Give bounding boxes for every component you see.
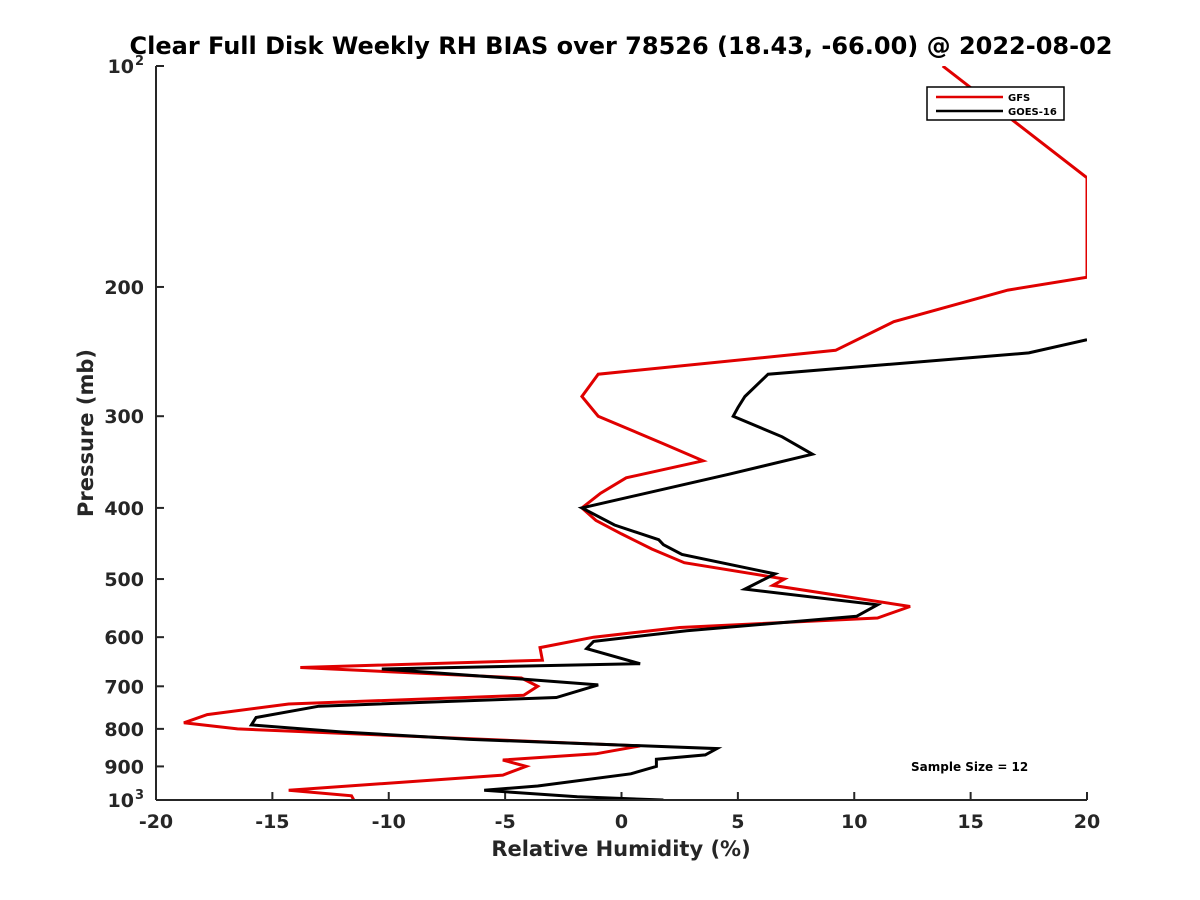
x-tick-label: -20	[139, 811, 173, 833]
x-tick-label: 15	[957, 811, 983, 833]
y-tick-label-base: 900	[104, 756, 144, 778]
y-tick-label-base: 10	[108, 56, 134, 78]
sample-size-annotation: Sample Size = 12	[911, 760, 1028, 774]
x-tick-label: -10	[372, 811, 406, 833]
series-line-gfs	[183, 66, 1087, 800]
legend-label-gfs: GFS	[1008, 93, 1030, 104]
y-tick-label-base: 700	[104, 676, 144, 698]
x-axis-ticks: -20 -15 -10 -5 0 5 10 15 20	[139, 792, 1100, 833]
y-tick-label: 800	[104, 719, 144, 741]
y-tick-label: 500	[104, 569, 144, 591]
x-tick-label: 10	[841, 811, 867, 833]
y-tick-label-base: 800	[104, 719, 144, 741]
series-line-goes16	[248, 338, 1087, 800]
legend: GFS GOES-16	[926, 86, 1065, 121]
x-tick-label: 0	[615, 811, 628, 833]
x-tick-label: -15	[255, 811, 289, 833]
y-tick-label: 600	[104, 627, 144, 649]
y-tick-label: 200	[104, 277, 144, 299]
y-tick-label: 700	[104, 676, 144, 698]
y-tick-label: 300	[104, 406, 144, 428]
y-tick-label-exponent: 2	[135, 54, 144, 69]
chart-title: Clear Full Disk Weekly RH BIAS over 7852…	[130, 32, 1113, 60]
x-tick-label: -5	[495, 811, 516, 833]
x-axis-label: Relative Humidity (%)	[491, 837, 750, 861]
y-axis-label: Pressure (mb)	[74, 349, 98, 517]
legend-label-goes16: GOES-16	[1008, 107, 1057, 118]
y-tick-label-base: 200	[104, 277, 144, 299]
y-tick-label-base: 600	[104, 627, 144, 649]
legend-box	[926, 86, 1065, 121]
x-tick-label: 20	[1074, 811, 1100, 833]
y-tick-label: 10	[108, 56, 134, 78]
y-tick-label-base: 400	[104, 498, 144, 520]
y-tick-label-base: 10	[108, 790, 134, 812]
y-tick-label-base: 500	[104, 569, 144, 591]
y-tick-label: 400	[104, 498, 144, 520]
x-tick-label: 5	[731, 811, 744, 833]
y-tick-label-base: 300	[104, 406, 144, 428]
y-tick-label-exponent: 3	[135, 788, 144, 803]
series-layer	[183, 66, 1087, 800]
y-tick-label: 900	[104, 756, 144, 778]
y-tick-label: 10	[108, 790, 134, 812]
